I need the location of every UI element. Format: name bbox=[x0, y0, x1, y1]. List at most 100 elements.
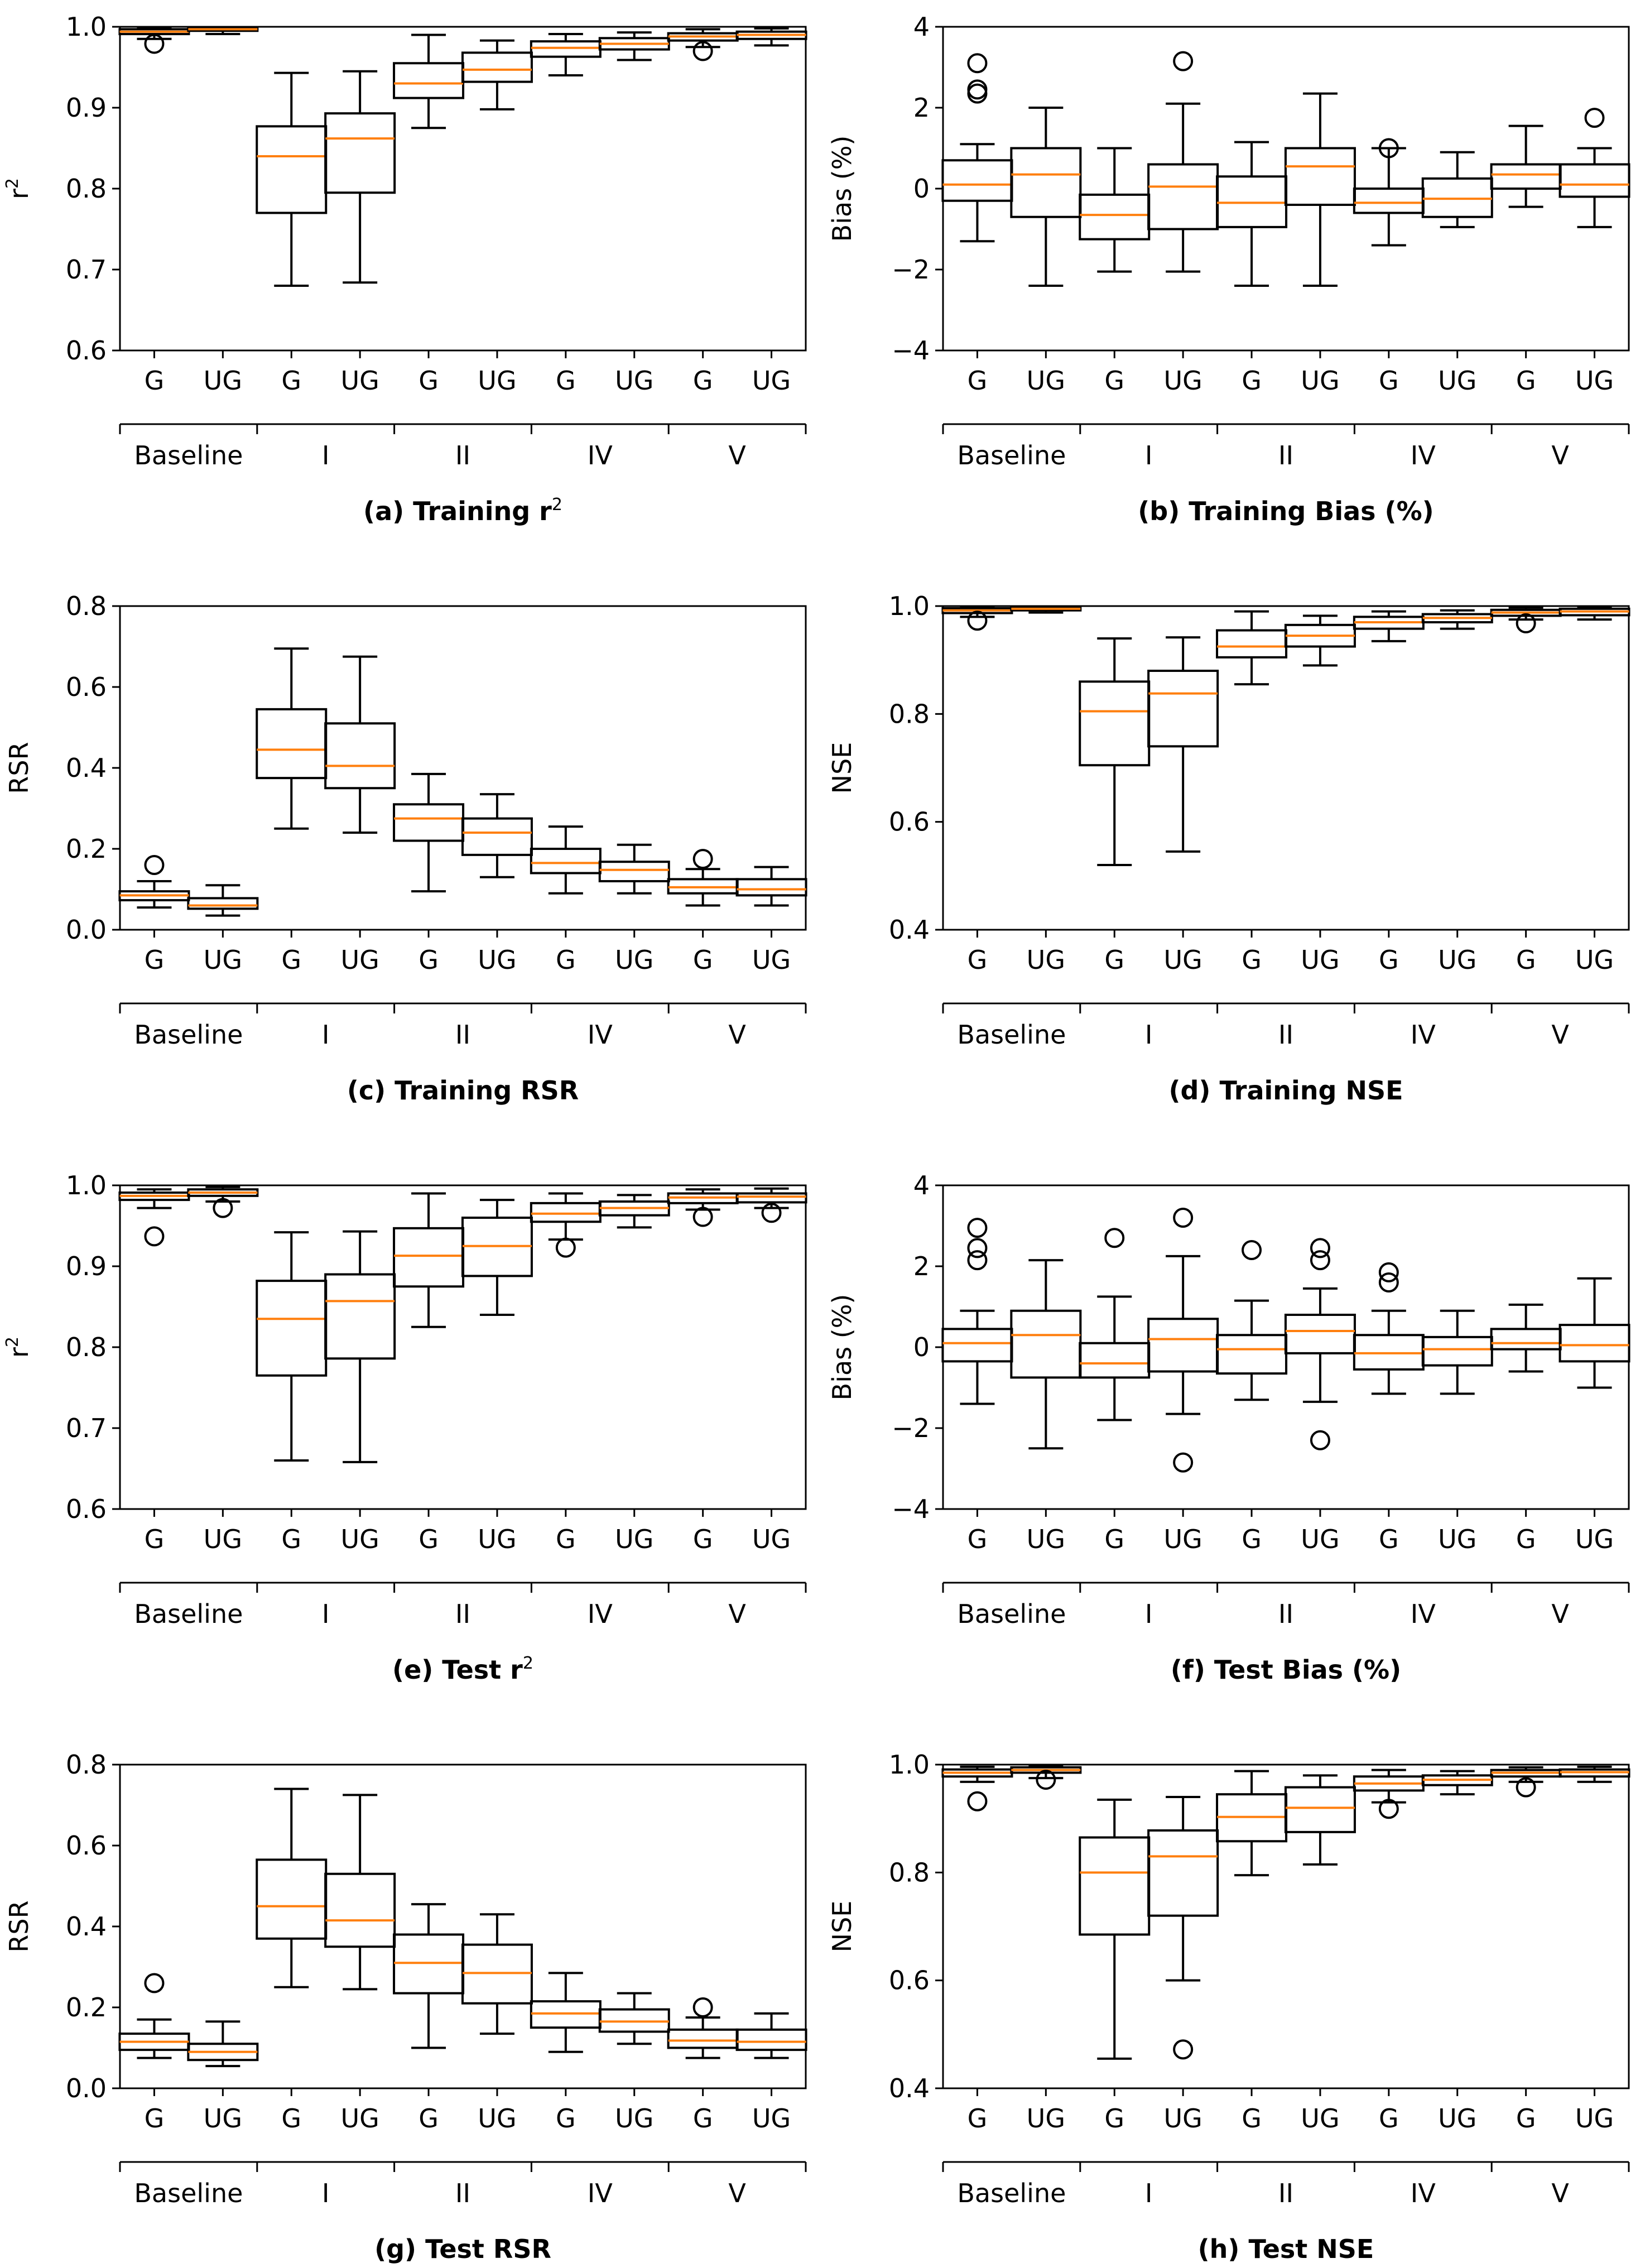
box-ug-4 bbox=[324, 70, 396, 284]
iqr-box bbox=[598, 861, 670, 882]
plot-frame bbox=[942, 605, 1630, 931]
iqr-box bbox=[324, 112, 396, 194]
y-tick-label: −2 bbox=[892, 254, 930, 285]
box-g-5 bbox=[1216, 1240, 1288, 1401]
iqr-box bbox=[324, 1273, 396, 1360]
x-tick-label: G bbox=[281, 1524, 301, 1554]
x-tick-label: UG bbox=[1575, 1524, 1614, 1554]
outlier-point bbox=[555, 1237, 576, 1258]
group-label: V bbox=[728, 440, 746, 470]
x-tick-label: G bbox=[1104, 366, 1124, 396]
iqr-box bbox=[735, 1192, 807, 1204]
iqr-box bbox=[1490, 1328, 1562, 1351]
iqr-box bbox=[735, 2028, 807, 2051]
y-tick-label: 0.4 bbox=[889, 915, 930, 945]
x-tick-label: G bbox=[145, 2103, 165, 2134]
y-tick-label: 0.0 bbox=[66, 2073, 107, 2103]
iqr-box bbox=[1079, 680, 1151, 767]
box-g-3 bbox=[256, 1788, 328, 1988]
x-tick-label: UG bbox=[1575, 366, 1614, 396]
box-g-9 bbox=[667, 849, 739, 907]
group-label: V bbox=[728, 2178, 746, 2208]
x-tick-label: UG bbox=[615, 945, 653, 975]
group-label: I bbox=[322, 1599, 330, 1629]
group-label: II bbox=[455, 2178, 470, 2208]
y-tick-label: 1.0 bbox=[889, 591, 930, 621]
box-g-9 bbox=[1490, 606, 1562, 633]
outlier-point bbox=[967, 611, 988, 631]
iqr-box bbox=[393, 62, 465, 99]
y-axis-label: Bias (%) bbox=[827, 1294, 857, 1401]
box-ug-6 bbox=[1284, 92, 1356, 287]
y-axis-label: r2 bbox=[3, 178, 34, 199]
box-g-5 bbox=[1216, 1770, 1288, 1877]
x-tick-label: G bbox=[1516, 945, 1536, 975]
y-tick-label: 0.8 bbox=[889, 1857, 930, 1887]
x-tick-label: G bbox=[418, 366, 439, 396]
box-g-9 bbox=[667, 1997, 739, 2059]
y-tick-label: 0.0 bbox=[66, 915, 107, 945]
plot-frame bbox=[942, 1764, 1630, 2089]
y-tick-label: 1.0 bbox=[66, 12, 107, 42]
x-tick-label: UG bbox=[478, 366, 516, 396]
box-g-3 bbox=[1079, 1228, 1151, 1421]
box-ug-4 bbox=[324, 1794, 396, 1991]
group-label: IV bbox=[1411, 1020, 1436, 1050]
x-tick-label: G bbox=[145, 366, 165, 396]
x-tick-label: UG bbox=[1301, 1524, 1339, 1554]
box-ug-2 bbox=[1010, 1259, 1082, 1450]
group-label: I bbox=[1145, 1599, 1153, 1629]
iqr-box bbox=[324, 722, 396, 790]
box-g-1 bbox=[118, 855, 190, 909]
box-ug-10 bbox=[735, 27, 807, 47]
y-tick-label: 0.2 bbox=[66, 834, 107, 864]
box-ug-6 bbox=[1284, 614, 1356, 667]
x-tick-label: G bbox=[1242, 366, 1262, 396]
x-tick-label: UG bbox=[752, 1524, 791, 1554]
group-label: Baseline bbox=[957, 1020, 1066, 1050]
group-label: IV bbox=[588, 1020, 613, 1050]
iqr-box bbox=[1490, 163, 1562, 190]
x-tick-label: UG bbox=[340, 1524, 379, 1554]
x-tick-label: UG bbox=[1301, 945, 1339, 975]
box-ug-2 bbox=[187, 26, 259, 36]
group-label: II bbox=[455, 1599, 470, 1629]
outlier-point bbox=[1378, 1262, 1399, 1282]
x-tick-label: G bbox=[145, 1524, 165, 1554]
x-tick-label: UG bbox=[340, 945, 379, 975]
box-g-1 bbox=[941, 605, 1013, 631]
outlier-point bbox=[1310, 1250, 1330, 1271]
outlier-point bbox=[1584, 108, 1605, 128]
box-g-1 bbox=[118, 1973, 190, 2059]
outlier-point bbox=[692, 41, 713, 61]
outlier-point bbox=[144, 1226, 165, 1247]
y-tick-label: 0.9 bbox=[66, 93, 107, 123]
iqr-box bbox=[187, 897, 259, 910]
box-g-3 bbox=[1079, 637, 1151, 866]
x-tick-label: G bbox=[556, 945, 576, 975]
group-label: IV bbox=[588, 1599, 613, 1629]
iqr-box bbox=[1147, 163, 1219, 230]
y-axis-label: NSE bbox=[827, 742, 857, 794]
panel-caption: (a) Training r2 bbox=[363, 495, 562, 526]
x-tick-label: UG bbox=[1438, 945, 1476, 975]
box-g-9 bbox=[1490, 124, 1562, 208]
x-tick-label: UG bbox=[1163, 1524, 1202, 1554]
outlier-point bbox=[967, 1218, 988, 1238]
outlier-point bbox=[1310, 1430, 1330, 1450]
x-tick-label: UG bbox=[340, 2103, 379, 2134]
panel-caption: (d) Training NSE bbox=[1168, 1075, 1403, 1106]
group-label: I bbox=[1145, 1020, 1153, 1050]
x-tick-label: G bbox=[1379, 2103, 1399, 2134]
outlier-point bbox=[144, 33, 165, 54]
y-tick-label: 0.8 bbox=[66, 591, 107, 621]
iqr-box bbox=[667, 2028, 739, 2049]
box-ug-10 bbox=[1558, 108, 1630, 228]
group-label: V bbox=[728, 1599, 746, 1629]
box-ug-8 bbox=[1421, 1770, 1493, 1796]
box-g-9 bbox=[667, 1188, 739, 1227]
y-tick-label: 0.7 bbox=[66, 1413, 107, 1443]
x-tick-label: UG bbox=[615, 366, 653, 396]
x-tick-label: G bbox=[145, 945, 165, 975]
